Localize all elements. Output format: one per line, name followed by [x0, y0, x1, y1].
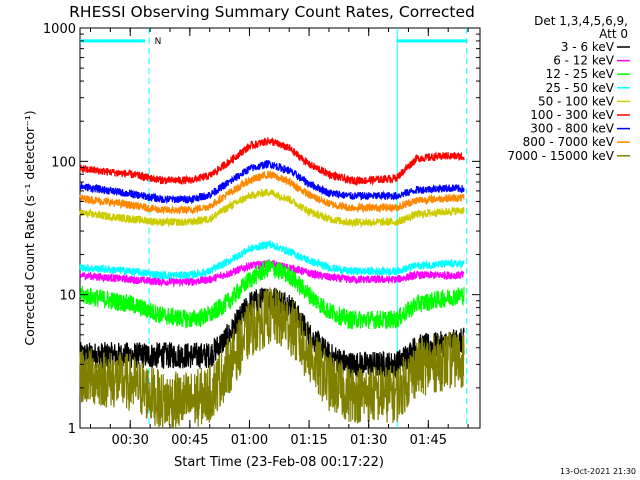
- legend-label: 100 - 300 keV: [530, 108, 614, 122]
- legend-label: 25 - 50 keV: [546, 81, 615, 95]
- series-line: [79, 239, 465, 280]
- chart-title: RHESSI Observing Summary Count Rates, Co…: [69, 3, 475, 21]
- x-tick-label: 01:30: [350, 433, 387, 448]
- legend-label: 12 - 25 keV: [546, 67, 615, 81]
- y-tick-label: 100: [51, 155, 76, 170]
- series-line: [79, 287, 465, 429]
- timestamp: 13-Oct-2021 21:30: [560, 467, 636, 476]
- series-layer: [79, 137, 465, 429]
- plot-area: N 00:30 00:45 01:00 01:15 01:30 01:45 1 10 100 10…: [43, 22, 481, 448]
- legend-label: 6 - 12 keV: [553, 54, 615, 68]
- x-tick-label: 00:45: [171, 433, 208, 448]
- axis-ticks: 00:30 00:45 01:00 01:15 01:30 01:45 1 10 100 1000: [43, 22, 480, 448]
- x-tick-label: 01:15: [290, 433, 327, 448]
- y-tick-label: 10: [59, 289, 76, 304]
- series-line: [79, 188, 465, 229]
- series-line: [79, 159, 465, 205]
- flag-label: N: [155, 37, 162, 47]
- x-tick-label: 00:30: [111, 433, 148, 448]
- x-axis-label: Start Time (23-Feb-08 00:17:22): [174, 455, 384, 470]
- plot-frame: [79, 27, 481, 429]
- x-tick-label: 01:45: [410, 433, 447, 448]
- series-line: [79, 170, 465, 215]
- y-tick-label: 1: [68, 422, 76, 437]
- legend-label: 300 - 800 keV: [530, 122, 614, 136]
- legend-label: 50 - 100 keV: [538, 94, 615, 108]
- x-tick-label: 01:00: [231, 433, 268, 448]
- series-line: [79, 259, 465, 330]
- series-line: [79, 137, 465, 187]
- y-tick-label: 1000: [43, 22, 76, 37]
- legend-label: 3 - 6 keV: [561, 40, 615, 54]
- legend-header-line-2: Att 0: [599, 27, 628, 41]
- legend-label: 800 - 7000 keV: [523, 135, 615, 149]
- legend-header-line-1: Det 1,3,4,5,6,9,: [534, 14, 628, 28]
- legend-label: 7000 - 15000 keV: [507, 149, 614, 163]
- y-axis-label: Corrected Count Rate (s⁻¹ detector⁻¹): [22, 110, 37, 345]
